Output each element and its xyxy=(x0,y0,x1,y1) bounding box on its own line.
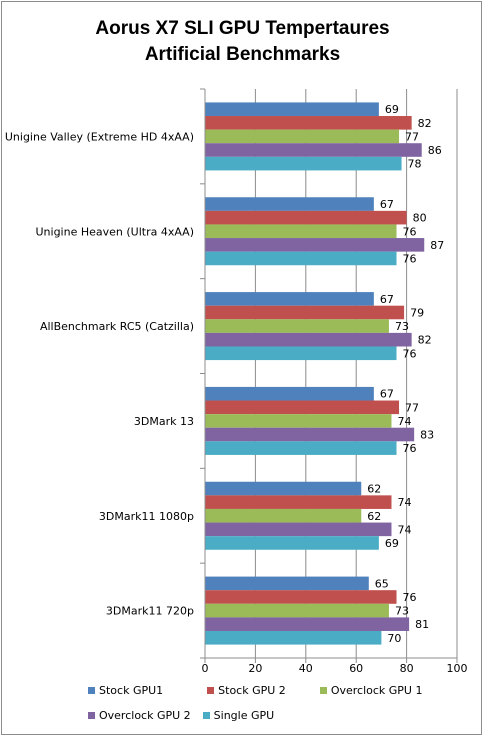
data-label: 67 xyxy=(380,388,394,401)
bar xyxy=(205,305,405,320)
legend-item-stock-gpu-2: Stock GPU 2 xyxy=(207,684,286,697)
data-label: 76 xyxy=(403,225,417,238)
legend-row-2: Overclock GPU 2 Single GPU xyxy=(88,709,284,722)
legend-row-1: Stock GPU1 Stock GPU 2 Overclock GPU 1 xyxy=(88,684,432,697)
bar xyxy=(205,332,412,347)
data-label: 70 xyxy=(387,632,401,645)
bar xyxy=(205,156,402,171)
bar xyxy=(205,617,410,631)
category-label: AllBenchmark RC5 (Catzilla) xyxy=(40,320,194,333)
data-label: 86 xyxy=(428,144,442,157)
category-label: 3DMark11 720p xyxy=(106,605,194,618)
x-tick-label: 40 xyxy=(299,662,313,675)
data-label: 73 xyxy=(395,605,409,618)
bar xyxy=(205,116,412,130)
data-label: 69 xyxy=(385,103,399,116)
legend-label: Overclock GPU 1 xyxy=(330,684,423,697)
bar xyxy=(205,238,425,252)
category-label: Unigine Heaven (Ultra 4xAA) xyxy=(35,225,194,238)
data-label: 74 xyxy=(397,496,411,509)
bar xyxy=(205,400,400,415)
data-label: 76 xyxy=(403,252,417,265)
x-tick-label: 100 xyxy=(447,662,468,675)
category-label: 3DMark 13 xyxy=(134,415,194,428)
data-label: 67 xyxy=(380,198,394,211)
bar xyxy=(205,386,374,401)
data-label: 65 xyxy=(375,577,389,590)
data-label: 80 xyxy=(413,212,427,225)
data-label: 73 xyxy=(395,320,409,333)
legend-label: Overclock GPU 2 xyxy=(99,709,191,722)
legend-label: Stock GPU 2 xyxy=(218,684,286,697)
legend-item-single-gpu: Single GPU xyxy=(202,709,275,722)
bar xyxy=(205,102,379,117)
category-label: 3DMark11 1080p xyxy=(99,510,194,523)
bar xyxy=(205,481,362,496)
bar xyxy=(205,292,374,306)
bar xyxy=(205,224,397,239)
bar xyxy=(205,319,389,333)
data-label: 87 xyxy=(430,239,444,252)
data-label: 82 xyxy=(418,334,432,347)
data-label: 82 xyxy=(418,117,432,130)
bar xyxy=(205,346,397,361)
data-label: 76 xyxy=(403,347,417,360)
legend-swatch xyxy=(88,712,95,719)
data-label: 62 xyxy=(367,483,381,496)
data-label: 62 xyxy=(367,510,381,523)
chart-title-line-1: Aorus X7 SLI GPU Tempertaures xyxy=(95,18,390,39)
legend-label: Stock GPU1 xyxy=(99,684,164,697)
category-label: Unigine Valley (Extreme HD 4xAA) xyxy=(5,130,194,143)
bar xyxy=(205,508,362,523)
data-label: 79 xyxy=(410,306,424,319)
bar xyxy=(205,495,392,509)
chart-title: Aorus X7 SLI GPU Tempertaures Artificial… xyxy=(2,16,483,68)
bar xyxy=(205,414,392,428)
legend-item-stock-gpu1: Stock GPU1 xyxy=(88,684,163,697)
bar xyxy=(205,251,397,266)
data-label: 74 xyxy=(397,523,411,536)
bar xyxy=(205,522,392,537)
bar xyxy=(205,603,389,618)
legend-swatch xyxy=(319,687,327,694)
data-label: 67 xyxy=(380,293,394,306)
legend-item-overclock-gpu-2: Overclock GPU 2 xyxy=(88,709,191,722)
data-label: 81 xyxy=(415,618,429,631)
bar xyxy=(205,441,397,455)
data-label: 76 xyxy=(403,591,417,604)
x-tick-label: 20 xyxy=(248,662,262,675)
legend-swatch xyxy=(88,687,95,694)
x-tick-label: 60 xyxy=(349,662,363,675)
bar xyxy=(205,197,374,211)
bar xyxy=(205,536,379,550)
data-label: 77 xyxy=(405,130,419,143)
bar xyxy=(205,576,369,591)
legend-item-overclock-gpu-1: Overclock GPU 1 xyxy=(319,684,423,697)
bar xyxy=(205,630,382,645)
legend-swatch xyxy=(202,712,210,719)
data-label: 69 xyxy=(385,537,399,550)
x-tick-label: 0 xyxy=(202,662,209,675)
bar xyxy=(205,143,422,157)
data-label: 83 xyxy=(420,429,434,442)
data-label: 76 xyxy=(403,442,417,455)
data-label: 74 xyxy=(397,415,411,428)
bar xyxy=(205,210,407,225)
bar xyxy=(205,590,397,604)
bar xyxy=(205,129,400,144)
data-label: 78 xyxy=(408,158,422,171)
data-label: 77 xyxy=(405,401,419,414)
x-tick-label: 80 xyxy=(400,662,414,675)
chart-title-line-2: Artificial Benchmarks xyxy=(144,44,341,65)
legend-label: Single GPU xyxy=(213,709,275,722)
legend-swatch xyxy=(207,687,215,694)
bar xyxy=(205,427,415,442)
